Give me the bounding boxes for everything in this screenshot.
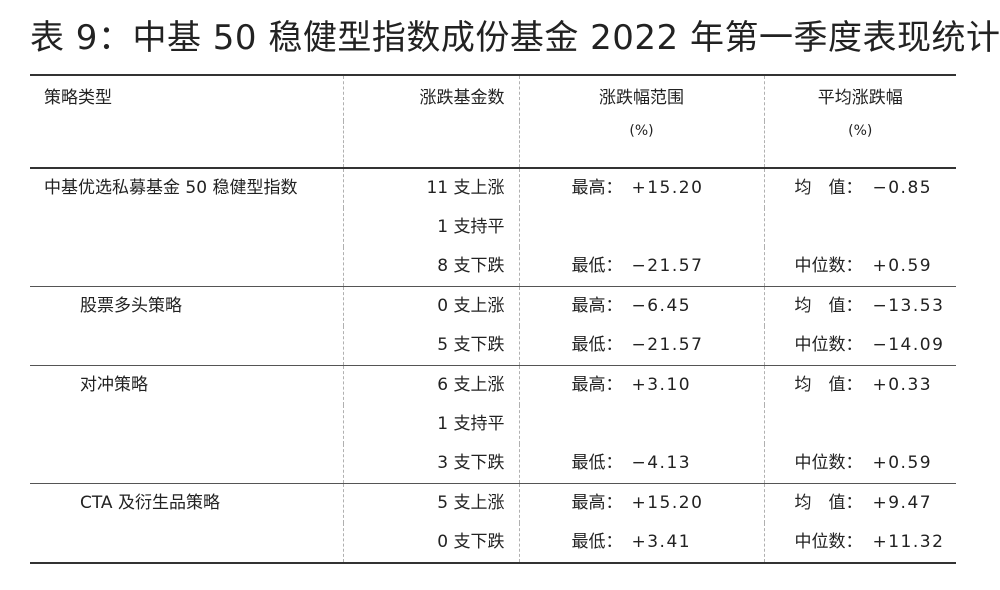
mean-cell: 均 值： +9.47 [764,483,956,523]
median-label: 中位数： [794,335,863,355]
header-fund-count: 涨跌基金数 [343,74,520,121]
table-title: 表 9：中基 50 稳健型指数成份基金 2022 年第一季度表现统计 [30,18,1000,58]
max-label: 最高： [571,493,623,513]
mean-cell: 均 值： +0.33 [764,365,956,405]
header-row: 策略类型 涨跌基金数 涨跌幅范围 平均涨跌幅 [30,74,956,121]
median-cell: 中位数： +11.32 [764,523,956,564]
median-label: 中位数： [794,532,863,552]
table-row: 8 支下跌 最低： −21.57 中位数： +0.59 [30,247,956,287]
header-strategy-type: 策略类型 [30,74,344,121]
max-cell: 最高： +15.20 [519,483,765,523]
header-range-unit: (%) [519,121,765,168]
median-label: 中位数： [794,256,863,276]
table-row: 0 支下跌 最低： +3.41 中位数： +11.32 [30,523,956,564]
max-cell: 最高： −6.45 [519,286,765,326]
max-value: +3.10 [631,375,692,395]
count-cell: 1 支持平 [343,208,520,247]
max-label: 最高： [571,375,623,395]
mean-value: +9.47 [872,493,933,513]
mean-value: −13.53 [872,296,945,316]
median-cell: 中位数： +0.59 [764,444,956,484]
table-row: 3 支下跌 最低： −4.13 中位数： +0.59 [30,444,956,484]
mean-label: 均 值： [794,493,863,513]
mean-cell: 均 值： −0.85 [764,167,956,208]
min-label: 最低： [571,453,623,473]
median-value: +0.59 [872,256,933,276]
count-cell: 8 支下跌 [343,247,520,287]
min-value: −21.57 [631,335,704,355]
median-value: +11.32 [872,532,945,552]
min-value: −21.57 [631,256,704,276]
max-label: 最高： [571,178,623,198]
max-cell: 最高： +3.10 [519,365,765,405]
median-label: 中位数： [794,453,863,473]
min-value: −4.13 [631,453,692,473]
table-row: 对冲策略 6 支上涨 最高： +3.10 均 值： +0.33 [30,365,956,405]
min-cell: 最低： +3.41 [519,523,765,564]
table-row: 1 支持平 [30,208,956,247]
median-cell: 中位数： +0.59 [764,247,956,287]
min-label: 最低： [571,256,623,276]
count-cell: 6 支上涨 [343,365,520,405]
table-row: 中基优选私募基金 50 稳健型指数 11 支上涨 最高： +15.20 均 值： −… [30,167,956,208]
max-value: +15.20 [631,493,704,513]
table-row: 股票多头策略 0 支上涨 最高： −6.45 均 值： −13.53 [30,286,956,326]
max-value: +15.20 [631,178,704,198]
min-cell: 最低： −21.57 [519,326,765,366]
min-cell: 最低： −4.13 [519,444,765,484]
count-cell: 11 支上涨 [343,167,520,208]
mean-value: +0.33 [872,375,933,395]
mean-cell: 均 值： −13.53 [764,286,956,326]
strategy-name: 中基优选私募基金 50 稳健型指数 [30,167,344,208]
mean-label: 均 值： [794,375,863,395]
max-value: −6.45 [631,296,692,316]
median-cell: 中位数： −14.09 [764,326,956,366]
header-unit-row: (%) (%) [30,121,956,168]
strategy-name: CTA 及衍生品策略 [30,483,344,523]
header-range: 涨跌幅范围 [519,74,765,121]
median-value: +0.59 [872,453,933,473]
strategy-name: 股票多头策略 [30,286,344,326]
min-label: 最低： [571,335,623,355]
table-row: CTA 及衍生品策略 5 支上涨 最高： +15.20 均 值： +9.47 [30,483,956,523]
strategy-name: 对冲策略 [30,365,344,405]
table-row: 1 支持平 [30,405,956,444]
table-row: 5 支下跌 最低： −21.57 中位数： −14.09 [30,326,956,366]
min-cell: 最低： −21.57 [519,247,765,287]
min-label: 最低： [571,532,623,552]
header-average-unit: (%) [848,123,873,139]
count-cell: 5 支下跌 [343,326,520,366]
header-average: 平均涨跌幅 [764,74,956,121]
count-cell: 0 支上涨 [343,286,520,326]
max-label: 最高： [571,296,623,316]
count-cell: 5 支上涨 [343,483,520,523]
count-cell: 0 支下跌 [343,523,520,564]
count-cell: 3 支下跌 [343,444,520,484]
max-cell: 最高： +15.20 [519,167,765,208]
median-value: −14.09 [872,335,945,355]
count-cell: 1 支持平 [343,405,520,444]
mean-label: 均 值： [794,178,863,198]
min-value: +3.41 [631,532,692,552]
performance-table: 策略类型 涨跌基金数 涨跌幅范围 平均涨跌幅 (%) (%) 中基优选私募基金 … [30,74,956,564]
mean-value: −0.85 [872,178,933,198]
mean-label: 均 值： [794,296,863,316]
